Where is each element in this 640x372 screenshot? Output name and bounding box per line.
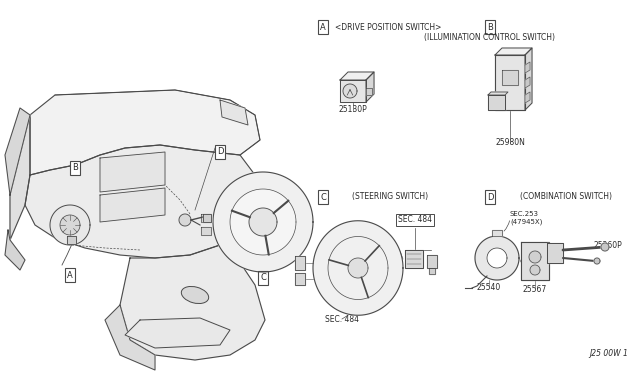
Polygon shape (5, 108, 30, 195)
Polygon shape (427, 255, 437, 268)
Polygon shape (201, 214, 211, 222)
Polygon shape (502, 70, 518, 85)
Text: A: A (67, 270, 73, 279)
Polygon shape (488, 95, 505, 110)
Polygon shape (601, 243, 609, 251)
Text: (COMBINATION SWITCH): (COMBINATION SWITCH) (520, 192, 612, 202)
Polygon shape (213, 172, 313, 272)
Polygon shape (201, 227, 211, 235)
Polygon shape (25, 145, 255, 258)
Polygon shape (525, 48, 532, 110)
Text: 25130P: 25130P (339, 105, 367, 114)
Text: 25260P: 25260P (593, 241, 621, 250)
Polygon shape (525, 62, 530, 73)
Polygon shape (594, 258, 600, 264)
Polygon shape (530, 265, 540, 275)
Polygon shape (67, 236, 76, 244)
Polygon shape (475, 236, 519, 280)
Polygon shape (50, 205, 90, 245)
Text: SEC.253
(47945X): SEC.253 (47945X) (510, 211, 542, 225)
Polygon shape (10, 115, 30, 240)
Text: SEC. 484: SEC. 484 (325, 315, 359, 324)
Text: 25540: 25540 (477, 283, 501, 292)
Text: C: C (320, 192, 326, 202)
Polygon shape (492, 230, 502, 236)
Polygon shape (340, 72, 374, 80)
Polygon shape (179, 214, 191, 226)
Text: SEC. 484: SEC. 484 (398, 215, 432, 224)
Polygon shape (525, 77, 530, 88)
Polygon shape (60, 215, 80, 235)
Polygon shape (125, 318, 230, 348)
Polygon shape (366, 88, 372, 95)
Polygon shape (529, 251, 541, 263)
Text: B: B (72, 164, 78, 173)
Polygon shape (249, 208, 277, 236)
Text: (ILLUMINATION CONTROL SWITCH): (ILLUMINATION CONTROL SWITCH) (424, 33, 556, 42)
Polygon shape (405, 250, 423, 268)
Ellipse shape (181, 286, 209, 304)
Polygon shape (525, 92, 530, 103)
Text: J25 00W 1: J25 00W 1 (589, 349, 628, 358)
Polygon shape (100, 188, 165, 222)
Polygon shape (120, 245, 265, 360)
Text: 25980N: 25980N (495, 138, 525, 147)
Text: A: A (320, 22, 326, 32)
Polygon shape (348, 258, 368, 278)
Polygon shape (547, 243, 563, 263)
Text: B: B (487, 22, 493, 32)
Polygon shape (30, 90, 260, 175)
Polygon shape (340, 80, 366, 102)
Polygon shape (521, 242, 549, 280)
Polygon shape (495, 48, 532, 55)
Polygon shape (220, 100, 248, 125)
Text: 25567: 25567 (523, 285, 547, 294)
Polygon shape (495, 55, 525, 110)
Polygon shape (295, 273, 305, 285)
Polygon shape (5, 230, 25, 270)
Polygon shape (429, 268, 435, 274)
Polygon shape (488, 92, 508, 95)
Polygon shape (203, 214, 211, 222)
Text: D: D (217, 148, 223, 157)
Polygon shape (366, 72, 374, 102)
Text: (STEERING SWITCH): (STEERING SWITCH) (352, 192, 428, 202)
Polygon shape (487, 248, 507, 268)
Text: D: D (487, 192, 493, 202)
Polygon shape (230, 189, 296, 255)
Text: <DRIVE POSITION SWITCH>: <DRIVE POSITION SWITCH> (335, 22, 442, 32)
Text: C: C (260, 273, 266, 282)
Polygon shape (100, 152, 165, 192)
Polygon shape (105, 305, 155, 370)
Polygon shape (343, 84, 357, 98)
Polygon shape (295, 256, 305, 270)
Polygon shape (313, 221, 403, 315)
